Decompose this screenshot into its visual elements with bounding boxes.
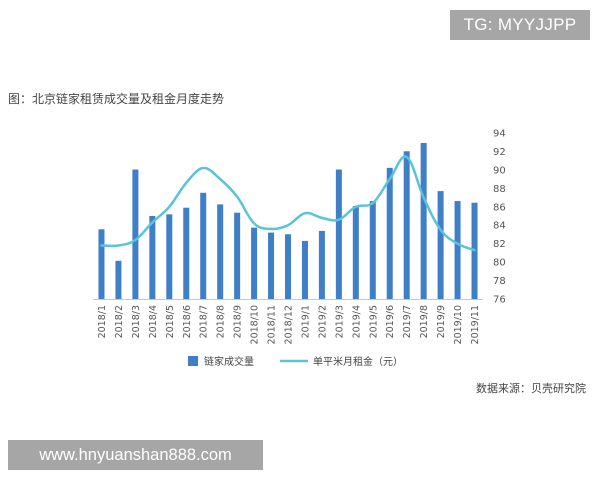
y-tick-label-90: 90: [493, 165, 506, 176]
chart-title: 图：北京链家租赁成交量及租金月度走势: [8, 92, 225, 106]
legend-bar-swatch: [188, 356, 198, 366]
bar-2019-6: [386, 167, 393, 299]
x-tick-label-2019-2: 2019/2: [317, 305, 328, 338]
x-tick-label-2019-6: 2019/6: [385, 305, 396, 338]
x-tick-label-2019-1: 2019/1: [300, 305, 311, 338]
legend-bar-label: 链家成交量: [204, 355, 254, 368]
source-note: 数据来源：贝壳研究院: [476, 382, 586, 395]
y-tick-label-84: 84: [493, 221, 506, 232]
x-tick-label-2018-2: 2018/2: [114, 305, 125, 338]
bar-2018-12: [285, 234, 291, 299]
bar-2019-9: [437, 191, 444, 299]
bar-2019-1: [301, 240, 308, 299]
x-tick-label-2019-7: 2019/7: [402, 305, 413, 338]
bar-2018-5: [166, 214, 173, 299]
x-tick-label-2018-5: 2018/5: [165, 305, 176, 338]
y-tick-label-76: 76: [493, 295, 506, 306]
x-tick-label-2018-9: 2018/9: [233, 305, 244, 338]
y-tick-label-82: 82: [493, 239, 506, 250]
bar-2018-2: [115, 260, 122, 299]
rent-line: [100, 155, 476, 252]
x-tick-label-2018-3: 2018/3: [131, 305, 142, 338]
bar-2018-4: [149, 216, 156, 299]
bar-2019-5: [369, 201, 376, 299]
x-tick-label-2019-5: 2019/5: [368, 305, 379, 338]
bar-2018-3: [132, 169, 139, 299]
bar-2019-8: [420, 142, 427, 299]
bar-2018-9: [234, 212, 241, 299]
x-tick-label-2018-1: 2018/1: [97, 305, 108, 338]
bar-2018-10: [251, 227, 258, 299]
x-tick-label-2019-11: 2019/11: [470, 305, 481, 344]
y-tick-label-94: 94: [493, 129, 506, 140]
bar-2018-8: [217, 204, 224, 299]
x-tick-label-2019-9: 2019/9: [436, 305, 447, 338]
x-tick-label-2018-10: 2018/10: [250, 305, 261, 344]
y-tick-label-88: 88: [493, 184, 506, 195]
x-tick-label-2019-3: 2019/3: [334, 305, 345, 338]
x-tick-label-2018-7: 2018/7: [199, 305, 210, 338]
x-tick-label-2018-6: 2018/6: [182, 305, 193, 338]
x-tick-label-2019-10: 2019/10: [453, 305, 464, 344]
x-tick-label-2019-8: 2019/8: [419, 305, 430, 338]
bar-2018-1: [98, 229, 105, 299]
bar-2019-10: [454, 201, 461, 299]
legend-line-label: 单平米月租金（元）: [313, 355, 403, 368]
x-tick-label-2019-4: 2019/4: [351, 305, 362, 338]
bar-2019-2: [318, 230, 325, 299]
bar-2019-4: [352, 206, 359, 299]
watermark-top: TG: MYYJJPP: [450, 10, 590, 40]
bar-2018-7: [200, 192, 207, 299]
bar-2019-7: [403, 151, 410, 299]
bar-2018-11: [268, 232, 275, 299]
bar-2019-3: [335, 169, 342, 299]
y-tick-label-86: 86: [493, 202, 506, 213]
x-tick-label-2018-11: 2018/11: [267, 305, 278, 344]
x-tick-label-2018-12: 2018/12: [284, 305, 295, 344]
x-tick-label-2018-4: 2018/4: [148, 305, 159, 338]
y-tick-label-78: 78: [493, 276, 506, 287]
x-tick-label-2018-8: 2018/8: [216, 305, 227, 338]
bar-2018-6: [183, 207, 190, 299]
y-tick-label-92: 92: [493, 147, 506, 158]
watermark-bottom: www.hnyuanshan888.com: [8, 440, 263, 470]
y-tick-label-80: 80: [493, 258, 506, 269]
